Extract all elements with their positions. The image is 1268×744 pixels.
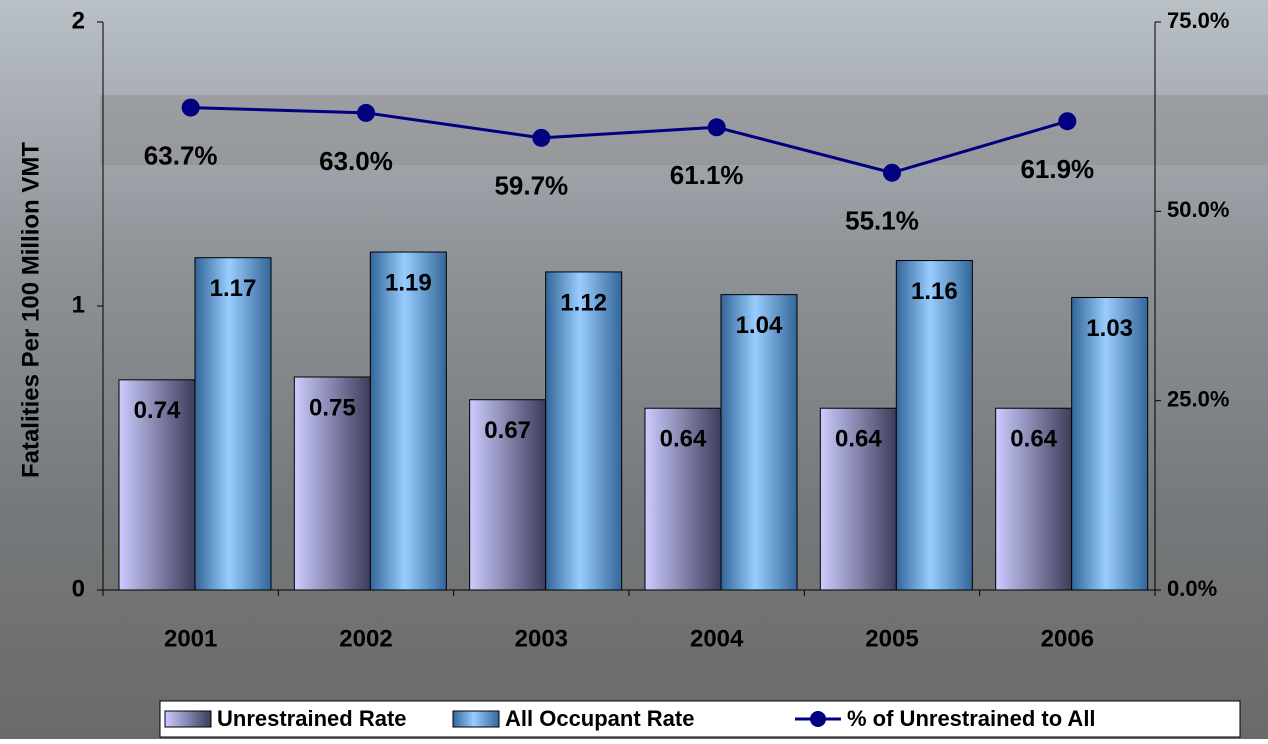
line-point (357, 103, 375, 122)
legend-marker (810, 711, 826, 727)
data-label: 61.9% (1020, 154, 1094, 184)
x-tick-label: 2003 (515, 625, 568, 652)
bar (819, 407, 897, 591)
bar (118, 379, 196, 591)
bar (545, 271, 623, 591)
data-label: 61.1% (670, 160, 744, 190)
bar (469, 399, 547, 591)
data-label: 0.64 (660, 426, 707, 453)
bar (293, 376, 371, 591)
line-point (1058, 112, 1077, 131)
data-label: 1.17 (210, 275, 257, 302)
data-label: 1.12 (560, 289, 607, 316)
bar (720, 294, 798, 591)
y2-tick-label: 0.0% (1167, 576, 1217, 601)
bar (995, 407, 1073, 591)
x-tick-label: 2006 (1041, 625, 1094, 652)
y-tick-label: 1 (72, 291, 85, 318)
y-tick-label: 0 (72, 575, 85, 602)
data-label: 0.75 (309, 394, 356, 421)
line (190, 106, 1068, 175)
line-point (181, 98, 200, 117)
x-tick-label: 2004 (690, 625, 744, 652)
y-axis-title: Fatalities Per 100 Million VMT (17, 142, 44, 478)
legend-label: % of Unrestrained to All (847, 706, 1096, 731)
data-label: 1.19 (385, 269, 432, 296)
data-label: 63.0% (319, 146, 393, 176)
legend-label: All Occupant Rate (505, 706, 694, 731)
legend (159, 700, 1241, 738)
data-label: 0.64 (1010, 426, 1057, 453)
legend-swatch (164, 710, 212, 728)
legend-swatch (452, 710, 500, 728)
data-label: 0.67 (484, 417, 531, 444)
x-tick-label: 2005 (865, 625, 918, 652)
bar (369, 251, 447, 591)
data-label: 1.16 (911, 278, 958, 305)
bar (194, 257, 272, 591)
line-point (883, 163, 901, 182)
x-tick-label: 2002 (339, 625, 392, 652)
data-label: 59.7% (494, 171, 568, 201)
data-label: 55.1% (845, 206, 919, 236)
data-label: 1.03 (1086, 315, 1133, 342)
y2-tick-label: 25.0% (1167, 386, 1229, 411)
bar (1071, 296, 1149, 591)
bar (644, 407, 722, 591)
data-label: 0.64 (835, 426, 882, 453)
line-point (532, 128, 551, 147)
x-tick-label: 2001 (164, 625, 217, 652)
y2-tick-label: 75.0% (1167, 8, 1229, 33)
y-tick-label: 2 (72, 7, 85, 34)
data-label: 1.04 (736, 312, 783, 339)
line-point (707, 118, 726, 137)
bar (895, 260, 973, 591)
data-label: 63.7% (144, 140, 218, 170)
data-label: 0.74 (134, 397, 181, 424)
legend-label: Unrestrained Rate (217, 706, 407, 731)
y2-tick-label: 50.0% (1167, 197, 1229, 222)
